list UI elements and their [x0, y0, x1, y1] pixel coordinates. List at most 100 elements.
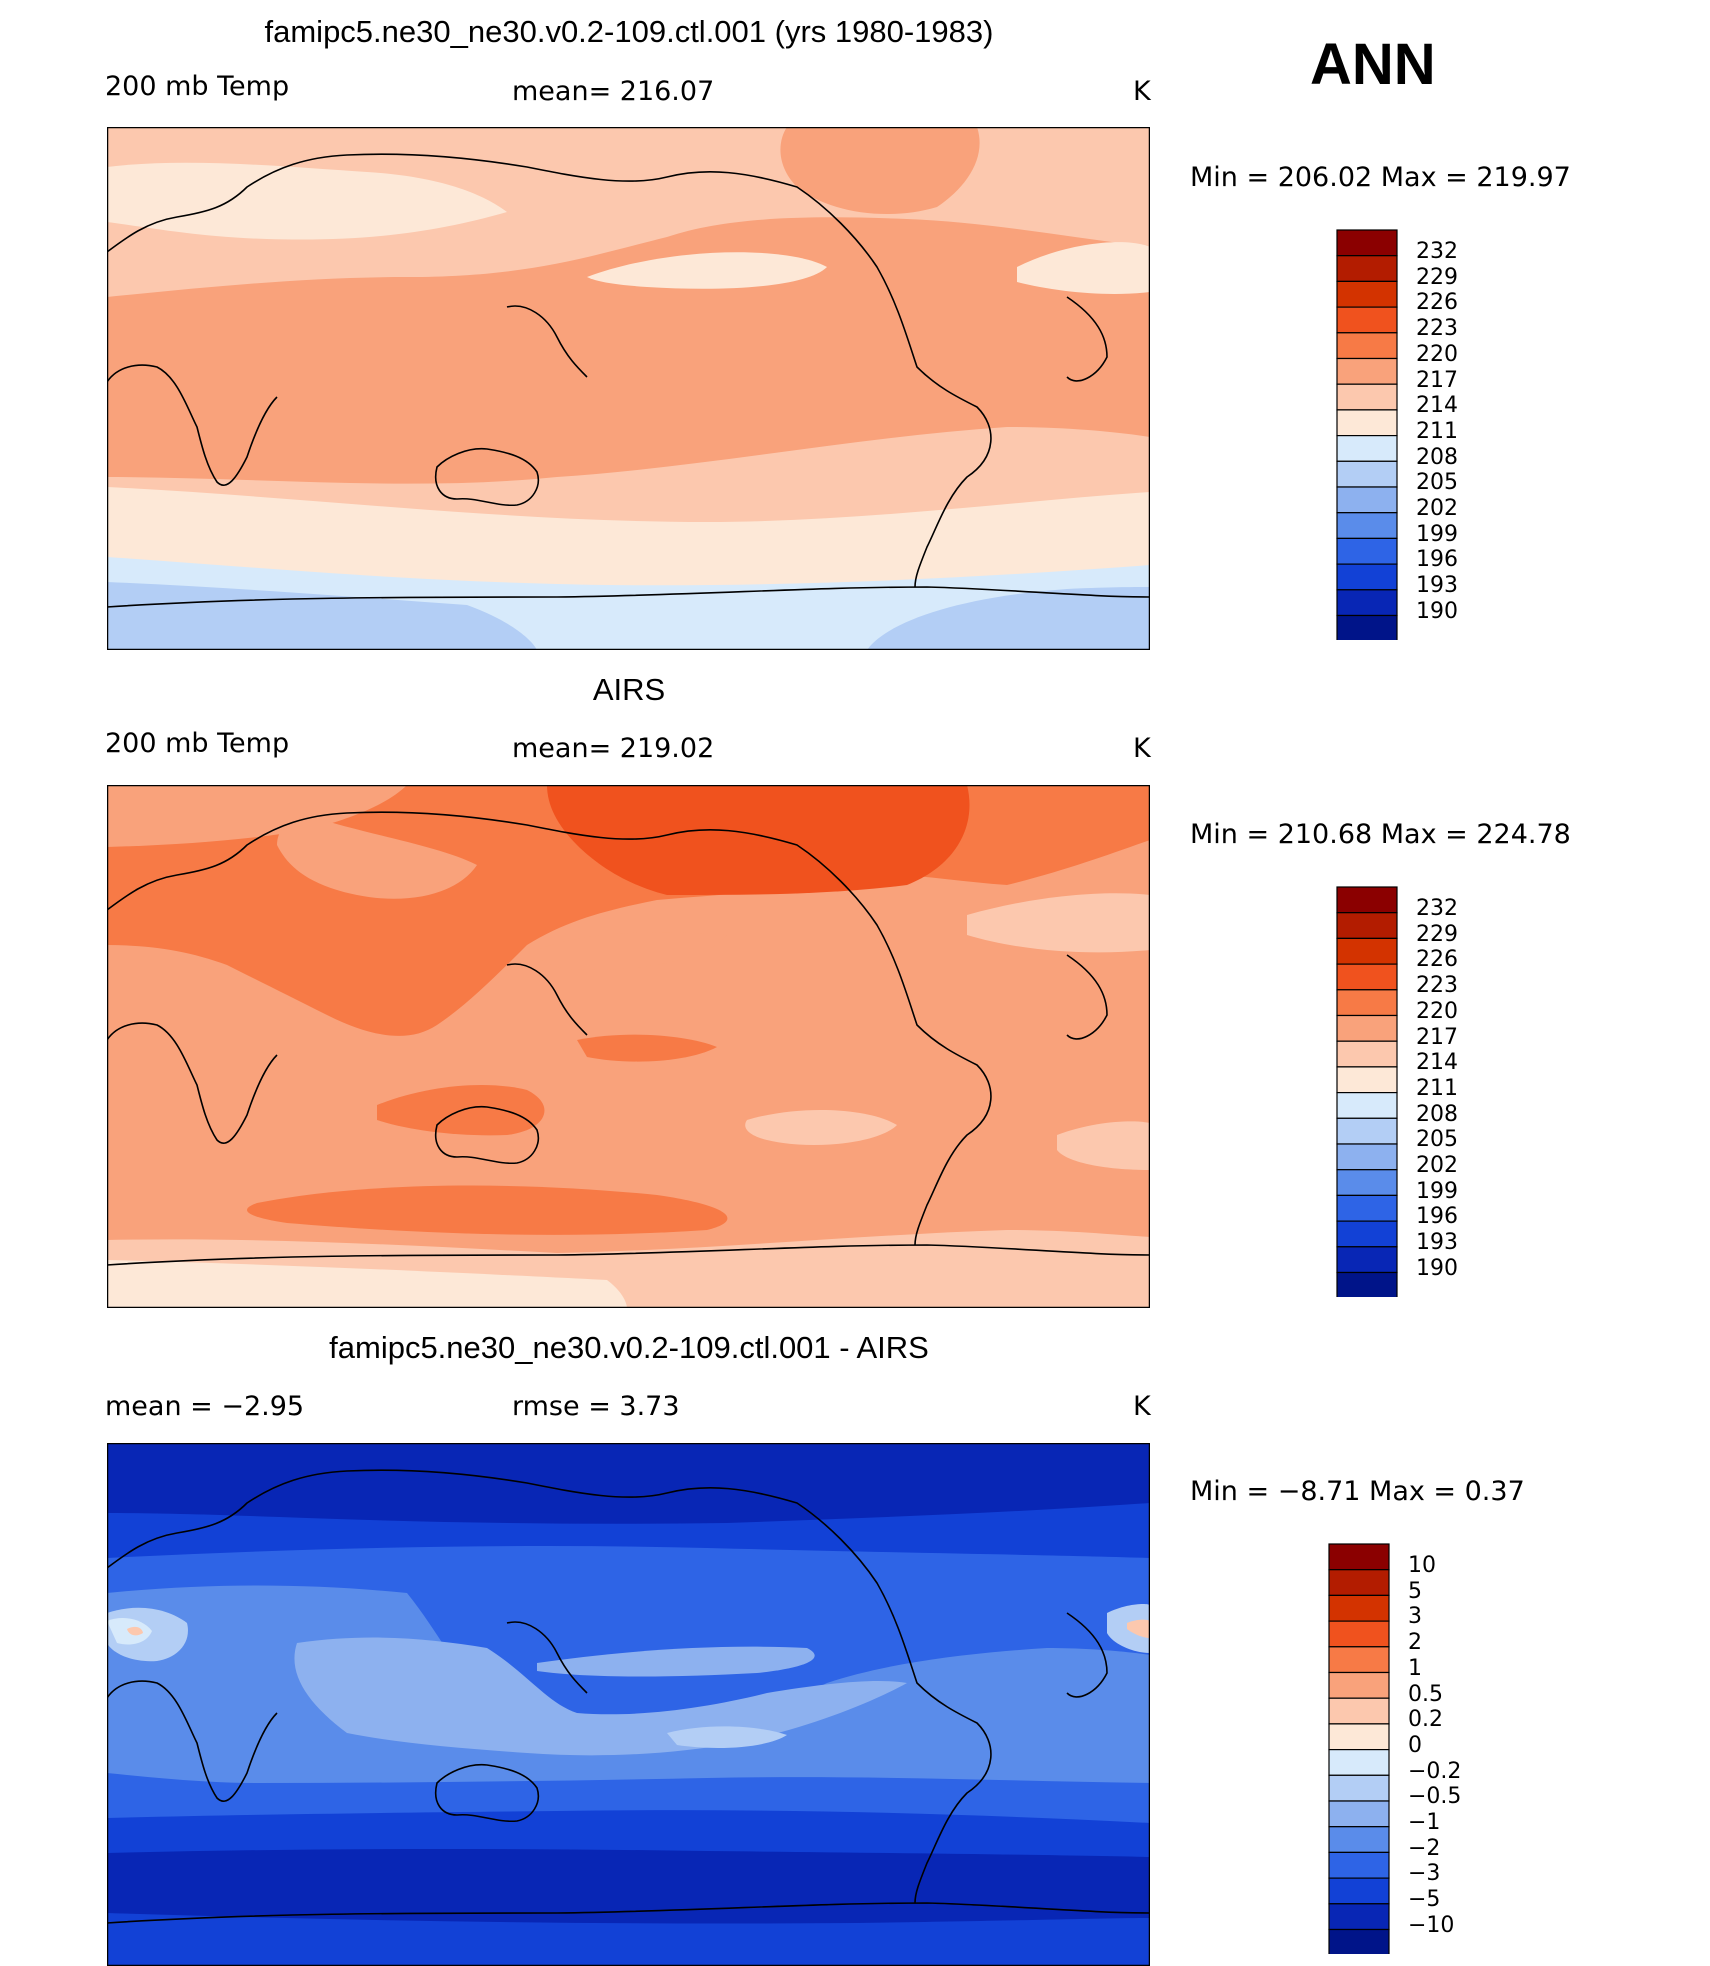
panel-obs-mean: mean= 219.02 [512, 733, 715, 764]
colorbar-label: 2 [1408, 1630, 1422, 1656]
colorbar-swatch [1328, 1569, 1390, 1597]
colorbar-label: 208 [1416, 444, 1458, 470]
colorbar-label: 10 [1408, 1553, 1436, 1578]
colorbar-swatch [1336, 255, 1398, 283]
colorbar-label: 220 [1416, 998, 1458, 1024]
colorbar-swatch [1328, 1646, 1390, 1674]
colorbar-swatch [1336, 280, 1398, 308]
colorbar-swatch [1328, 1851, 1390, 1879]
colorbar-label: 0 [1408, 1732, 1422, 1758]
colorbar-swatch [1336, 332, 1398, 360]
colorbar-label: 211 [1416, 1075, 1458, 1101]
colorbar-label: 205 [1416, 1127, 1458, 1153]
colorbar-swatch [1336, 306, 1398, 334]
colorbar-swatch [1328, 1774, 1390, 1802]
colorbar-label: 190 [1416, 1255, 1458, 1281]
colorbar-swatch [1336, 1040, 1398, 1068]
colorbar-swatch [1336, 912, 1398, 940]
colorbar-label: 3 [1408, 1604, 1422, 1630]
colorbar-label: −1 [1408, 1810, 1441, 1835]
colorbar-label: −3 [1408, 1861, 1441, 1887]
colorbar-label: 0.5 [1408, 1681, 1443, 1707]
colorbar-swatch [1336, 963, 1398, 991]
colorbar-swatch [1328, 1928, 1390, 1954]
colorbar-swatch [1328, 1620, 1390, 1648]
colorbar-swatch [1336, 1066, 1398, 1094]
colorbar-swatch [1336, 1092, 1398, 1119]
panel-diff-minmax: Min = −8.71 Max = 0.37 [1190, 1476, 1525, 1507]
panel-diff-title: famipc5.ne30_ne30.v0.2-109.ctl.001 - AIR… [329, 1330, 929, 1365]
colorbar-swatch [1336, 1246, 1398, 1274]
colorbar-swatch [1336, 512, 1398, 540]
colorbar-label: 205 [1416, 470, 1458, 496]
colorbar-swatch [1336, 614, 1398, 640]
colorbar-label: 229 [1416, 264, 1458, 290]
panel-obs-variable: 200 mb Temp [105, 728, 290, 759]
colorbar-swatch [1328, 1697, 1390, 1725]
colorbar-swatch [1336, 435, 1398, 462]
colorbar-label: 232 [1416, 896, 1458, 921]
colorbar-label: 196 [1416, 1204, 1458, 1230]
colorbar-label: 5 [1408, 1578, 1422, 1604]
colorbar-label: −2 [1408, 1835, 1441, 1861]
colorbar-label: 223 [1416, 316, 1458, 342]
colorbar-label: 202 [1416, 1153, 1458, 1178]
colorbar-label: −5 [1408, 1887, 1441, 1913]
colorbar-swatch [1336, 886, 1398, 914]
colorbar-swatch [1336, 1143, 1398, 1171]
panel-diff-mean: mean = −2.95 [105, 1391, 305, 1422]
colorbar-label: 226 [1416, 947, 1458, 973]
colorbar-swatch [1328, 1723, 1390, 1751]
map-diff [107, 1443, 1150, 1966]
colorbar-swatch [1336, 1117, 1398, 1145]
colorbar-swatch [1328, 1826, 1390, 1854]
colorbar-swatch [1328, 1877, 1390, 1905]
colorbar-label: −0.2 [1408, 1758, 1462, 1784]
colorbar-label: −10 [1408, 1912, 1455, 1938]
map-model [107, 127, 1150, 650]
colorbar-label: 226 [1416, 290, 1458, 316]
colorbar-swatch [1336, 1014, 1398, 1042]
colorbar-swatch [1336, 460, 1398, 488]
map-obs [107, 785, 1150, 1308]
panel-diff-rmse: rmse = 3.73 [512, 1391, 680, 1422]
panel-obs-units: K [1133, 733, 1151, 764]
colorbar-label: 199 [1416, 1178, 1458, 1204]
colorbar-label: −0.5 [1408, 1784, 1462, 1810]
panel-model-mean: mean= 216.07 [512, 76, 715, 107]
colorbar-swatch [1336, 383, 1398, 411]
colorbar-swatch [1336, 229, 1398, 257]
colorbar-model [1335, 228, 1455, 640]
colorbar-label: 232 [1416, 239, 1458, 264]
colorbar-label: 190 [1416, 598, 1458, 624]
colorbar-label: 214 [1416, 1050, 1458, 1076]
panel-model-units: K [1133, 76, 1151, 107]
colorbar-label: 208 [1416, 1101, 1458, 1127]
colorbar-label: 199 [1416, 521, 1458, 547]
colorbar-label: 217 [1416, 1024, 1458, 1050]
colorbar-swatch [1328, 1671, 1390, 1699]
colorbar-label: 217 [1416, 367, 1458, 393]
colorbar-label: 196 [1416, 547, 1458, 573]
panel-model-title: famipc5.ne30_ne30.v0.2-109.ctl.001 (yrs … [264, 14, 994, 49]
colorbar-label: 214 [1416, 393, 1458, 419]
colorbar-swatch [1336, 1194, 1398, 1222]
season-label: ANN [1310, 32, 1436, 97]
colorbar-swatch [1336, 357, 1398, 385]
colorbar-label: 211 [1416, 418, 1458, 444]
colorbar-swatch [1328, 1749, 1390, 1776]
colorbar-swatch [1336, 989, 1398, 1017]
colorbar-label: 202 [1416, 496, 1458, 521]
colorbar-swatch [1336, 563, 1398, 591]
colorbar-label: 223 [1416, 973, 1458, 999]
colorbar-swatch [1336, 537, 1398, 565]
colorbar-obs [1335, 885, 1455, 1297]
colorbar-label: 193 [1416, 1230, 1458, 1256]
colorbar-label: 193 [1416, 573, 1458, 599]
colorbar-swatch [1336, 589, 1398, 617]
colorbar-label: 1 [1408, 1655, 1422, 1681]
colorbar-swatch [1336, 1271, 1398, 1297]
colorbar-swatch [1328, 1543, 1390, 1571]
colorbar-swatch [1336, 486, 1398, 514]
panel-model-minmax: Min = 206.02 Max = 219.97 [1190, 162, 1571, 193]
